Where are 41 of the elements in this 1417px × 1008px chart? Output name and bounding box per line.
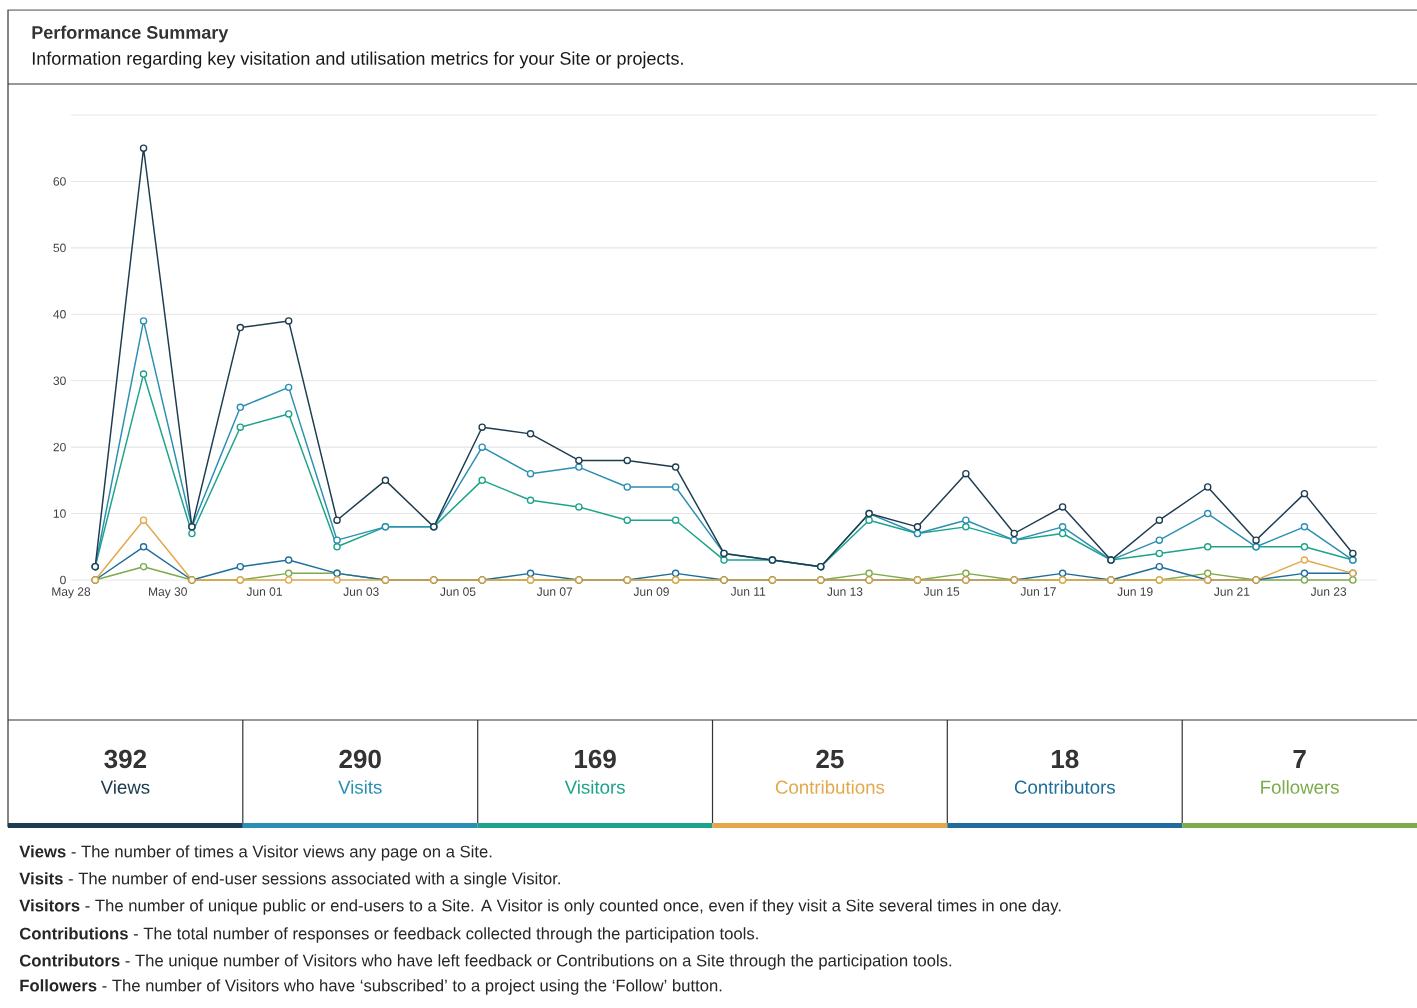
text: Views - The number of times a Visitor views any page on a Site. <box>19 845 492 861</box>
text: Contributors <box>1014 780 1115 794</box>
x-tick-label: Jun 03 <box>343 587 379 596</box>
y-tick-label: 10 <box>53 509 66 518</box>
text: Contributors - The unique number of Visitors who have left feedback or Contributions on a Site through the participation tools. <box>19 954 952 970</box>
x-tick-label: Jun 15 <box>923 587 960 596</box>
text: Visitors - The number of unique public or end-users to a Site. A Visitor is only counted once, even if they visit a Site several times in one day. <box>19 899 1061 915</box>
text: Followers <box>1261 780 1339 794</box>
text: 169 <box>575 749 616 769</box>
x-tick-label: Jun 05 <box>440 587 476 596</box>
chart-title: Performance Summary <box>32 25 229 43</box>
x-tick-label: Jun 07 <box>536 587 573 596</box>
x-tick-label: Jun 01 <box>246 587 282 596</box>
text: Views <box>100 780 150 794</box>
x-tick-label: May 30 <box>149 587 187 599</box>
text: Contributions - The total number of responses or feedback collected through the participation tools. <box>19 927 758 943</box>
chart-subtitle: Information regarding key visitation and utilisation metrics for your Site or projects. <box>32 51 683 69</box>
text: Contributions <box>775 780 885 794</box>
x-tick-label: Jun 19 <box>1117 587 1153 596</box>
text: 290 <box>339 749 381 769</box>
y-tick-label: 40 <box>53 310 66 319</box>
x-tick-label: Jun 17 <box>1020 587 1056 596</box>
x-tick-label: Jun 09 <box>633 587 669 596</box>
x-tick-label: Jun 11 <box>730 587 766 596</box>
text: Visitors <box>564 780 625 794</box>
text: 392 <box>104 749 147 769</box>
text: Followers - The number of Visitors who have ‘subscribed’ to a project using the ‘Follow’ button. <box>20 979 722 995</box>
y-tick-label: 0 <box>60 575 66 585</box>
text: 25 <box>816 749 844 769</box>
text: 18 <box>1051 749 1079 769</box>
y-tick-label: 50 <box>53 243 66 253</box>
x-tick-label: Jun 13 <box>827 587 863 596</box>
y-tick-label: 30 <box>53 376 66 385</box>
text: 7 <box>1293 750 1306 768</box>
text: Visits - The number of end-user sessions associated with a single Visitor. <box>19 872 560 888</box>
x-tick-label: Jun 21 <box>1214 587 1250 596</box>
x-tick-label: Jun 23 <box>1310 587 1347 596</box>
x-tick-label: May 28 <box>52 587 91 599</box>
y-tick-label: 60 <box>53 177 66 186</box>
y-tick-label: 20 <box>53 442 66 452</box>
text: Visits <box>338 780 382 794</box>
